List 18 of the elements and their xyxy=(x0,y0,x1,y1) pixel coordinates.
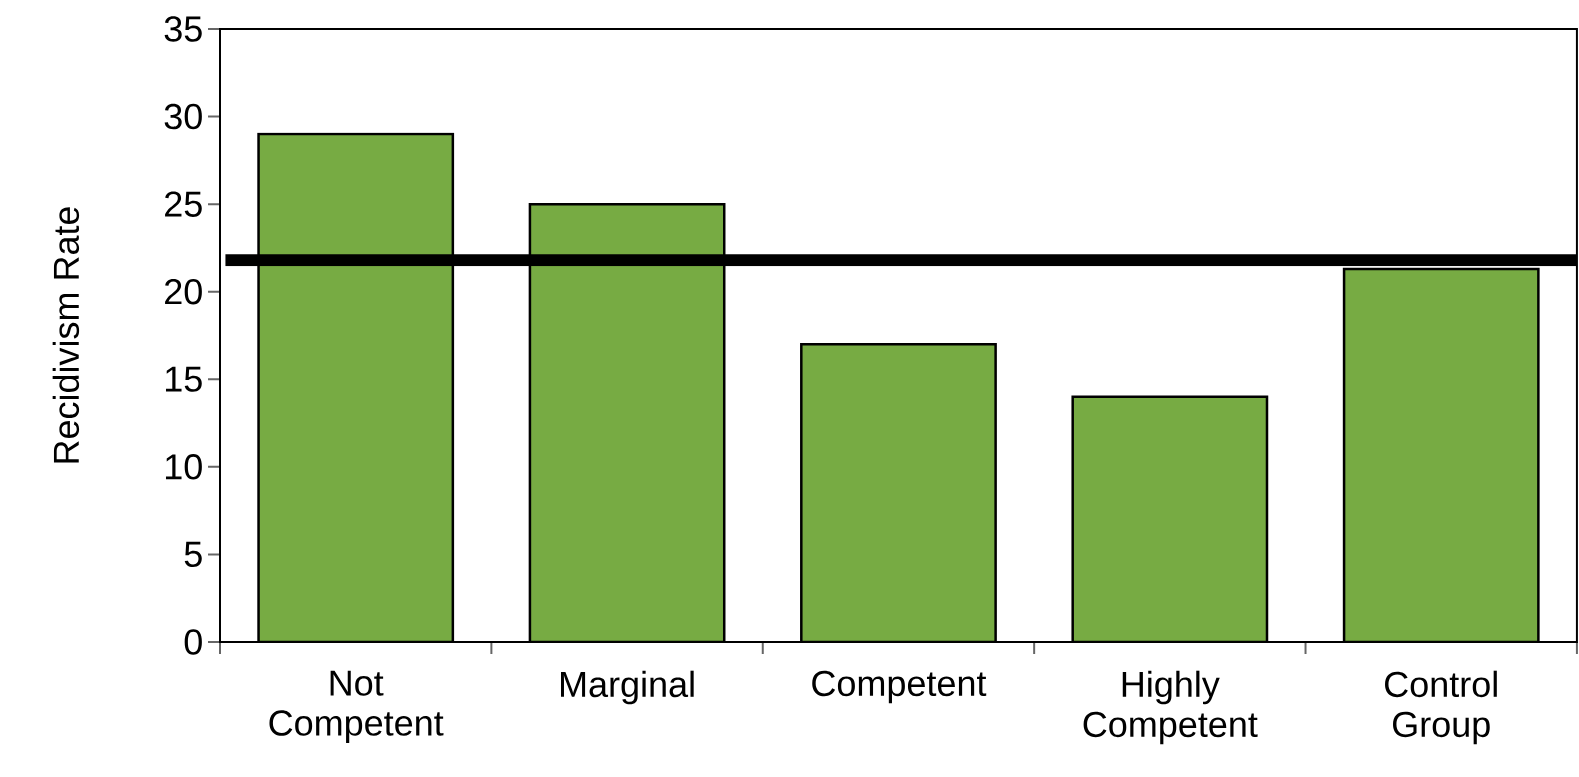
y-tick-label: 10 xyxy=(165,454,202,480)
bar xyxy=(258,134,453,642)
y-tick-label: 15 xyxy=(165,366,202,392)
y-tick-label: 30 xyxy=(164,103,202,130)
y-tick-label: 25 xyxy=(165,191,202,217)
bar xyxy=(801,344,996,642)
y-axis-title: Recidivism Rate xyxy=(52,207,80,463)
y-tick-label: 5 xyxy=(184,541,202,567)
y-tick-label: 0 xyxy=(184,629,202,655)
x-tick-label: Competent xyxy=(812,670,987,704)
x-tick-label: Marginal xyxy=(561,670,694,705)
x-tick-label: Not Competent xyxy=(269,670,444,743)
x-tick-label: Control Group xyxy=(1385,670,1497,745)
bar xyxy=(1072,396,1267,642)
y-tick-label: 35 xyxy=(164,16,202,42)
y-tick-label: 20 xyxy=(165,278,202,305)
x-tick-label: Highly Competent xyxy=(1083,670,1258,745)
bar xyxy=(529,204,725,642)
